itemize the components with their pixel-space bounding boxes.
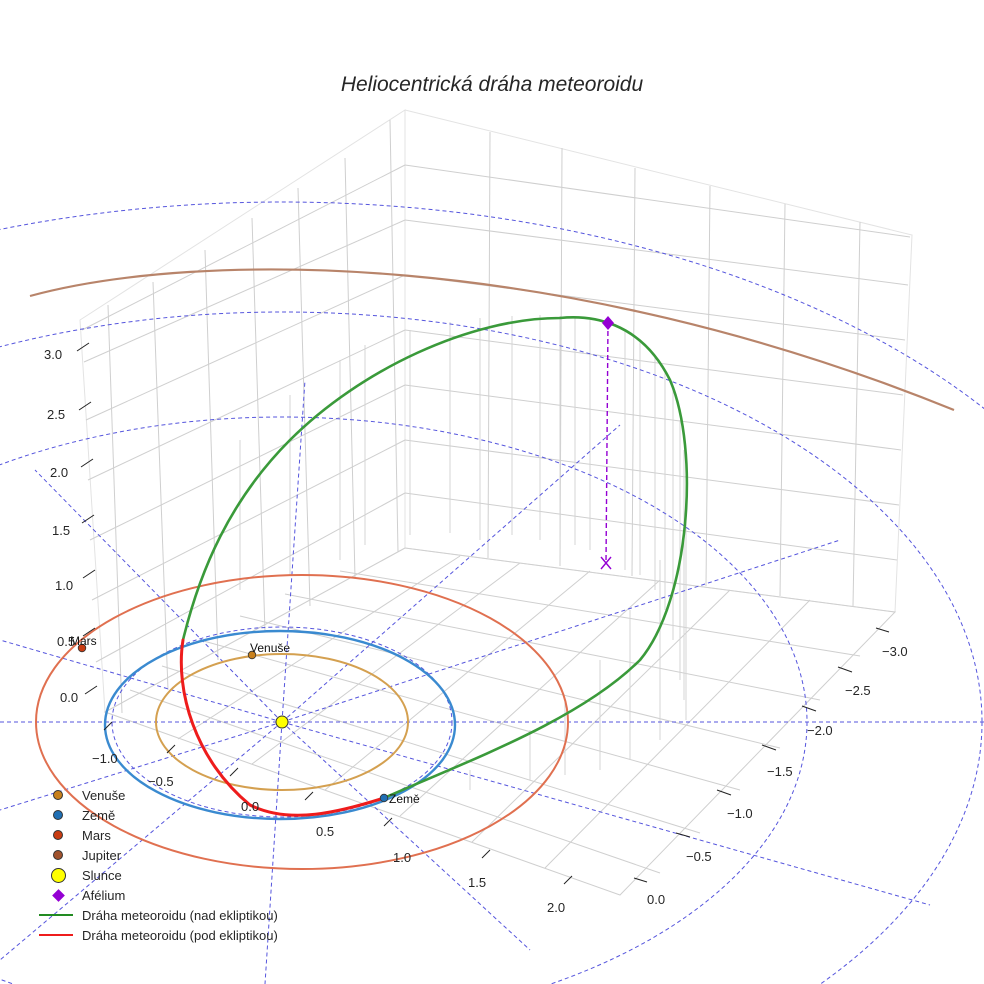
jupiter-orbit [29,268,955,412]
meteoroid-trajectory [179,316,689,817]
venus-orbit [155,653,409,791]
svg-text:2.0: 2.0 [547,900,565,915]
earth-orbit [103,629,457,821]
aphelion-diamond-icon [51,888,65,902]
svg-text:2.5: 2.5 [47,407,65,422]
svg-text:−2.5: −2.5 [845,683,871,698]
z-axis: 0.0 0.5 1.0 1.5 2.0 2.5 3.0 [44,342,98,705]
trajectory-below-ecliptic [179,638,386,817]
aphelion-marker [600,316,614,570]
jupiter-dot-icon [53,850,63,860]
legend-item-aphelion: Afélium [38,885,278,905]
legend-item-sun: Slunce [38,865,278,885]
svg-text:0.5: 0.5 [57,634,75,649]
svg-text:0.0: 0.0 [241,799,259,814]
ecliptic-polar-grid [0,201,984,984]
mars-label: Mars [70,634,97,648]
earth-dot-icon [53,810,63,820]
trajectory-above-ecliptic [181,316,689,800]
svg-text:1.0: 1.0 [55,578,73,593]
legend-item-above-ecliptic: Dráha meteoroidu (nad ekliptikou) [38,905,278,925]
earth-label: Země [389,792,420,806]
mars-dot-icon [53,830,63,840]
legend-item-jupiter: Jupiter [38,845,278,865]
svg-text:1.5: 1.5 [468,875,486,890]
svg-text:1.5: 1.5 [52,523,70,538]
svg-text:−0.5: −0.5 [686,849,712,864]
sun-marker [275,715,289,729]
green-line-icon [39,914,73,916]
legend-item-earth: Země [38,805,278,825]
venus-label: Venuše [250,641,290,655]
chart-title: Heliocentrická dráha meteoroidu [340,73,644,96]
svg-text:−1.0: −1.0 [92,751,118,766]
svg-text:−0.5: −0.5 [148,774,174,789]
y-axis: 0.0 −0.5 −1.0 −1.5 −2.0 −2.5 −3.0 [633,627,908,907]
svg-text:−2.0: −2.0 [807,723,833,738]
red-line-icon [39,934,73,936]
mars-marker [77,643,87,653]
sun-dot-icon [50,867,66,883]
svg-text:2.0: 2.0 [50,465,68,480]
legend: Venuše Země Mars Jupiter Slunce Afélium … [38,785,278,945]
svg-text:−3.0: −3.0 [882,644,908,659]
svg-text:1.0: 1.0 [393,850,411,865]
legend-item-venus: Venuše [38,785,278,805]
legend-item-mars: Mars [38,825,278,845]
svg-text:0.5: 0.5 [316,824,334,839]
svg-text:3.0: 3.0 [44,347,62,362]
venus-dot-icon [53,790,63,800]
earth-marker [379,793,389,803]
venus-marker [247,650,257,660]
svg-text:−1.0: −1.0 [727,806,753,821]
x-axis: −1.0 −0.5 0.0 0.5 1.0 1.5 2.0 [92,721,573,915]
svg-text:0.0: 0.0 [60,690,78,705]
planets: Venuše Země Mars [70,634,420,806]
svg-text:0.0: 0.0 [647,892,665,907]
legend-item-below-ecliptic: Dráha meteoroidu (pod ekliptikou) [38,925,278,945]
orbits [29,268,955,870]
trajectory-drop-lines [239,315,687,790]
mars-orbit [35,574,569,870]
svg-text:−1.5: −1.5 [767,764,793,779]
